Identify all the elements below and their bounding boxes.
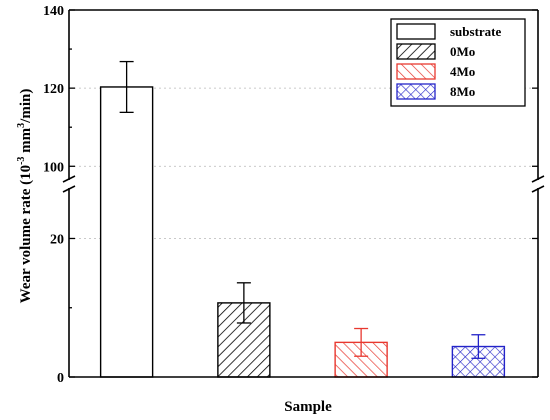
y-tick-label: 100: [43, 160, 64, 175]
legend-swatch-0mo: [396, 43, 436, 60]
y-axis-title-part2: mm: [18, 127, 34, 156]
y-tick-label: 20: [50, 232, 64, 247]
ticks-layer: 0 20 100 120 140: [43, 4, 538, 386]
legend-swatch-4mo: [396, 63, 436, 80]
bar-substrate: [99, 86, 154, 378]
axis-break-mark: [62, 185, 76, 193]
axis-break-mark: [62, 175, 76, 183]
x-axis-title: Sample: [284, 399, 332, 415]
y-tick-label: 140: [43, 4, 64, 19]
y-axis-title-part3: /min): [18, 89, 34, 124]
legend-items: substrate 0Mo 4Mo 8Mo: [396, 23, 502, 100]
bars-layer: [99, 60, 506, 378]
legend-label-4mo: 4Mo: [450, 64, 475, 79]
axis-break-mark: [531, 185, 545, 193]
y-axis-title-part1: Wear volume rate (10: [18, 165, 34, 303]
y-tick-label: 0: [57, 371, 64, 386]
legend: substrate 0Mo 4Mo 8Mo: [390, 18, 526, 107]
legend-swatch-substrate: [396, 23, 436, 40]
y-axis-title-exp1: -3: [16, 157, 27, 165]
legend-label-0mo: 0Mo: [450, 44, 475, 59]
legend-swatch-8mo: [396, 83, 436, 100]
y-axis-title: Wear volume rate (10-3 mm3/min): [16, 89, 34, 304]
axes-layer: [62, 9, 545, 378]
legend-label-8mo: 8Mo: [450, 84, 475, 99]
y-axis-title-exp2: 3: [16, 123, 27, 128]
y-tick-label: 120: [43, 82, 64, 97]
legend-label-substrate: substrate: [450, 24, 502, 39]
axis-break-mark: [531, 175, 545, 183]
